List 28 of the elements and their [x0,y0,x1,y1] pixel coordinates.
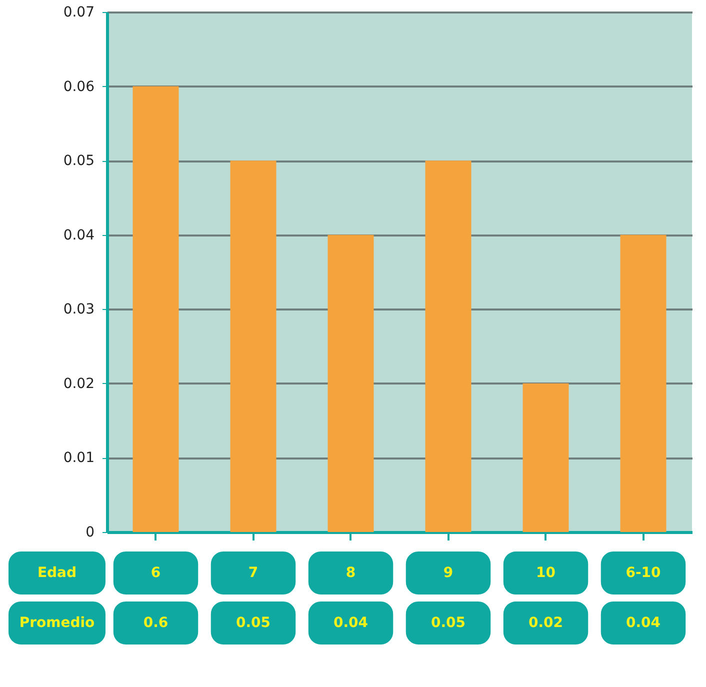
bar [230,160,276,532]
y-tick-label: 0.07 [63,4,94,20]
data-label: 0.04 [333,615,368,631]
y-tick-label: 0.05 [63,153,94,170]
x-axis-title: Edad [37,565,77,581]
text: 0.6 [143,615,168,631]
data-label: 0.05 [430,615,466,631]
bar [132,86,179,532]
bar [425,160,472,532]
bar [328,234,374,532]
data-label: 0.02 [528,615,564,631]
bar [620,234,666,532]
text: Promedio [19,615,96,631]
x-tick-label: 9 [443,565,454,581]
y-tick-label: 0.02 [63,376,94,392]
x-tick-label: 6 [150,565,161,581]
y-tick-label: 0.04 [63,227,95,244]
x-tick-label: 6-10 [626,565,662,581]
x-tick-label: 10 [536,565,556,581]
y-tick-label: 0.03 [63,302,94,318]
bar [522,383,569,532]
y-tick-label: 0 [86,524,94,540]
y-tick-label: 0.01 [63,450,94,466]
y-tick-label: 0.06 [63,78,95,95]
data-label: 0.05 [236,615,271,631]
x-tick-label: 7 [248,565,258,581]
x-tick-label: 8 [346,565,356,581]
data-label: 0.04 [626,615,661,631]
